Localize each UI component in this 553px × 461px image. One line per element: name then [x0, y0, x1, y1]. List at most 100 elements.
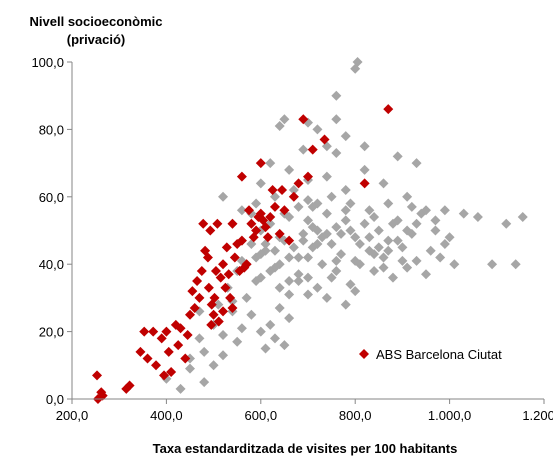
- barcelona-point: [218, 306, 229, 317]
- others-point: [487, 259, 498, 270]
- barcelona-point: [223, 269, 234, 280]
- others-point: [425, 245, 436, 256]
- others-point: [402, 225, 413, 236]
- others-point: [284, 164, 295, 175]
- others-point: [350, 255, 361, 266]
- others-point: [326, 272, 337, 283]
- others-point: [303, 252, 313, 263]
- x-tick-label: 1.000,0: [428, 408, 471, 423]
- others-point: [387, 272, 398, 283]
- others-point: [340, 299, 351, 310]
- legend-label-barcelona: ABS Barcelona Ciutat: [376, 347, 502, 362]
- others-point: [373, 242, 384, 253]
- others-point: [269, 245, 280, 256]
- others-point: [411, 218, 422, 229]
- y-tick-label: 0,0: [46, 392, 64, 407]
- others-point: [402, 262, 413, 273]
- x-tick-label: 800,0: [339, 408, 372, 423]
- barcelona-point: [97, 390, 108, 401]
- others-point: [331, 114, 342, 125]
- barcelona-point: [244, 205, 254, 216]
- barcelona-point: [208, 309, 219, 320]
- barcelona-point: [225, 292, 236, 303]
- others-point: [312, 124, 323, 135]
- barcelona-point: [260, 222, 271, 233]
- barcelona-point: [274, 228, 285, 239]
- barcelona-point: [139, 326, 150, 337]
- barcelona-point: [298, 114, 309, 125]
- others-point: [439, 238, 450, 249]
- others-point: [340, 215, 351, 226]
- others-point: [321, 208, 332, 219]
- barcelona-point: [185, 309, 195, 320]
- others-point: [369, 212, 380, 223]
- others-point: [449, 259, 460, 270]
- others-point: [194, 333, 205, 344]
- barcelona-point: [215, 272, 226, 283]
- others-point: [439, 205, 450, 216]
- barcelona-point: [251, 225, 262, 236]
- others-point: [345, 225, 356, 236]
- barcelona-point: [198, 218, 209, 229]
- others-point: [241, 292, 252, 303]
- others-point: [402, 191, 413, 202]
- others-point: [288, 242, 299, 253]
- others-point: [421, 269, 431, 280]
- others-point: [303, 215, 313, 226]
- others-point: [317, 259, 328, 270]
- others-point: [293, 201, 304, 212]
- barcelona-point: [203, 282, 214, 293]
- barcelona-points: [92, 104, 394, 404]
- barcelona-point: [194, 292, 205, 303]
- barcelona-point: [210, 265, 221, 276]
- barcelona-point: [284, 235, 295, 246]
- barcelona-point: [209, 292, 220, 303]
- others-point: [364, 205, 375, 216]
- y-tick-label: 100,0: [31, 55, 64, 70]
- barcelona-point: [307, 144, 318, 155]
- others-point: [236, 323, 247, 334]
- others-point: [236, 205, 247, 216]
- barcelona-point: [205, 225, 216, 236]
- barcelona-point: [175, 323, 186, 334]
- barcelona-point: [202, 252, 213, 263]
- others-point: [345, 279, 356, 290]
- barcelona-point: [156, 333, 167, 344]
- barcelona-point: [182, 329, 193, 340]
- others-point: [284, 212, 295, 223]
- others-point: [288, 185, 299, 196]
- barcelona-point: [159, 370, 170, 381]
- barcelona-point: [192, 276, 203, 287]
- others-point: [392, 151, 403, 162]
- barcelona-point: [180, 353, 191, 364]
- others-point: [255, 272, 266, 283]
- x-tick-label: 400,0: [150, 408, 183, 423]
- others-point: [303, 272, 313, 283]
- others-point: [435, 252, 446, 263]
- others-point: [387, 218, 398, 229]
- y-ticks: 0,0 20,0 40,0 60,0 80,0 100,0: [31, 55, 72, 407]
- others-point: [274, 121, 285, 132]
- y-tick-label: 40,0: [39, 257, 64, 272]
- barcelona-point: [220, 282, 231, 293]
- others-point: [354, 238, 365, 249]
- others-point: [265, 319, 276, 330]
- others-point: [397, 255, 408, 266]
- barcelona-point: [277, 185, 288, 196]
- others-point: [317, 232, 328, 243]
- others-point: [421, 205, 431, 216]
- others-point: [444, 232, 455, 243]
- others-point: [251, 198, 262, 209]
- others-point: [312, 282, 323, 293]
- others-point: [175, 383, 186, 394]
- x-ticks: 200,0 400,0 600,0 800,0 1.000,0 1.200,0: [56, 399, 553, 423]
- legend: ABS Barcelona Ciutat: [359, 347, 502, 362]
- others-point: [336, 228, 347, 239]
- barcelona-point: [229, 252, 240, 263]
- barcelona-point: [163, 346, 174, 357]
- barcelona-point: [148, 326, 159, 337]
- others-point: [378, 178, 389, 189]
- others-point: [369, 249, 380, 260]
- others-point: [326, 191, 337, 202]
- others-point: [208, 360, 219, 371]
